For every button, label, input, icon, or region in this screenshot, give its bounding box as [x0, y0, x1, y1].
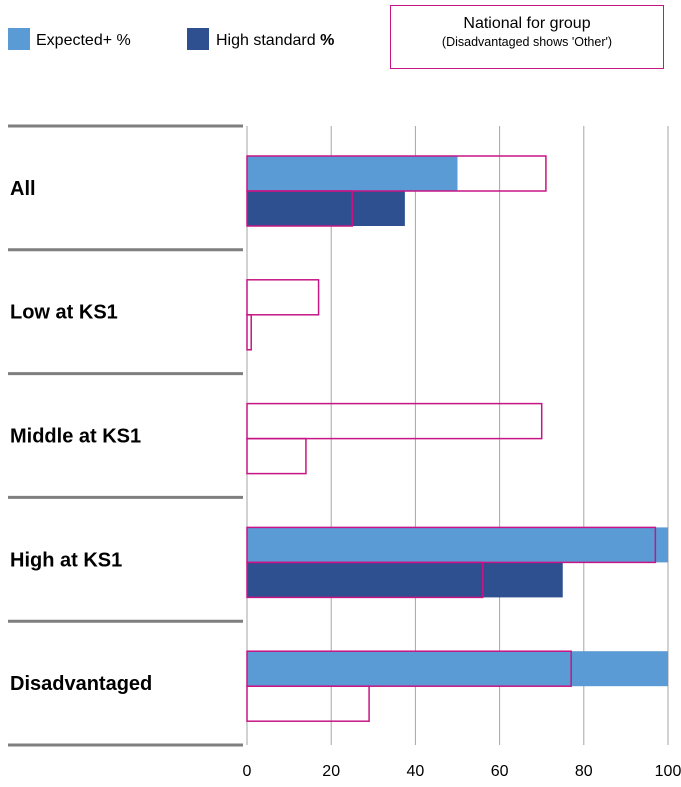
category-label: Disadvantaged	[10, 673, 152, 695]
bar-expected	[247, 527, 668, 563]
x-tick-label: 20	[322, 763, 340, 780]
legend-label-high: High standard %	[216, 32, 334, 49]
bar-national-expected	[246, 279, 320, 316]
legend-national-subtitle: (Disadvantaged shows 'Other')	[441, 35, 613, 49]
legend-label-high-main: High standard	[216, 32, 320, 49]
bar-high-standard	[247, 191, 405, 226]
legend: Expected+ % High standard %	[8, 28, 334, 50]
bar-high-standard	[247, 562, 563, 598]
tick-labels: 0 20 40 60 80 100	[243, 763, 681, 780]
bars	[246, 155, 668, 722]
legend-national-title: National for group	[463, 15, 591, 32]
x-tick-label: 60	[491, 763, 509, 780]
bar-national-expected	[246, 650, 572, 687]
bar-national-expected	[246, 402, 543, 440]
x-tick-label: 80	[575, 763, 593, 780]
x-tick-label: 100	[655, 763, 681, 780]
category-label: Middle at KS1	[10, 426, 141, 448]
category-label: High at KS1	[10, 549, 122, 571]
legend-label-expected: Expected+ %	[36, 32, 131, 49]
bar-national-high	[246, 190, 353, 227]
x-tick-label: 0	[243, 763, 252, 780]
legend-national-box: National for group (Disadvantaged shows …	[390, 5, 664, 69]
bar-expected	[247, 156, 458, 191]
bar-national-high	[246, 685, 370, 722]
category-label: All	[10, 178, 36, 200]
gridlines	[246, 126, 669, 745]
legend-swatch-high	[187, 28, 209, 50]
category-label: Low at KS1	[10, 302, 118, 324]
bar-national-expected	[246, 155, 547, 192]
bar-expected	[247, 651, 668, 687]
legend-swatch-expected	[8, 28, 30, 50]
bar-national-high	[246, 314, 252, 351]
row-separators	[8, 124, 243, 747]
x-tick-label: 40	[407, 763, 425, 780]
legend-label-high-bold: %	[320, 32, 334, 49]
bar-national-high	[246, 437, 307, 475]
category-labels: All Low at KS1 Middle at KS1 High at KS1 Dis…	[10, 178, 152, 695]
bar-national-high	[246, 561, 484, 599]
